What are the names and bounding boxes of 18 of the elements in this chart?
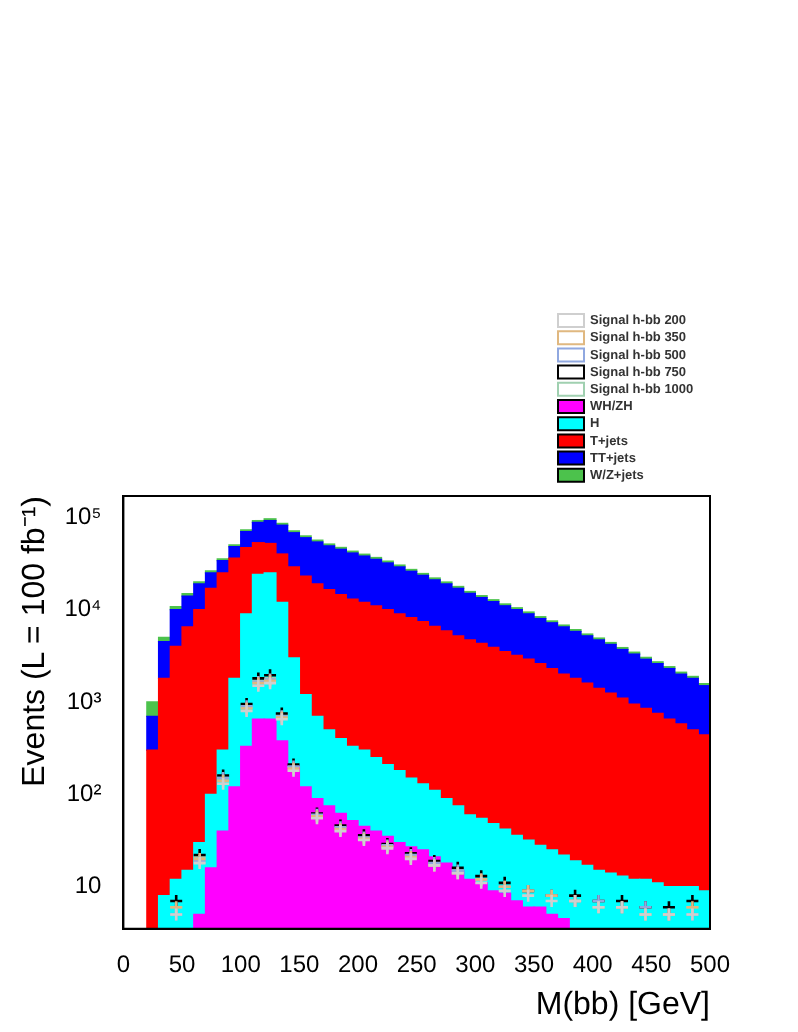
x-tick-label: 500	[689, 949, 731, 978]
y-tick-label: 10²	[66, 778, 102, 807]
x-tick-label: 450	[631, 949, 672, 978]
y-tick-label: 10	[74, 871, 103, 900]
x-tick-label: 300	[455, 949, 497, 978]
x-tick-label: 50	[168, 949, 197, 978]
x-axis-title: M(bb) [GeV]	[535, 987, 710, 1022]
x-tick-label: 100	[220, 949, 262, 978]
y-tick-label: 10⁵	[64, 501, 102, 530]
y-axis-title: Events (L = 100 fb⁻¹)	[18, 496, 53, 787]
x-tick-label: 400	[572, 949, 614, 978]
x-tick-label: 150	[279, 949, 321, 978]
x-tick-label: 200	[338, 949, 379, 978]
x-tick-label: 250	[396, 949, 438, 978]
y-tick-label: 10³	[66, 686, 102, 715]
x-tick-label: 0	[116, 949, 131, 978]
x-tick-label: 350	[513, 949, 555, 978]
y-tick-label: 10⁴	[64, 594, 102, 623]
